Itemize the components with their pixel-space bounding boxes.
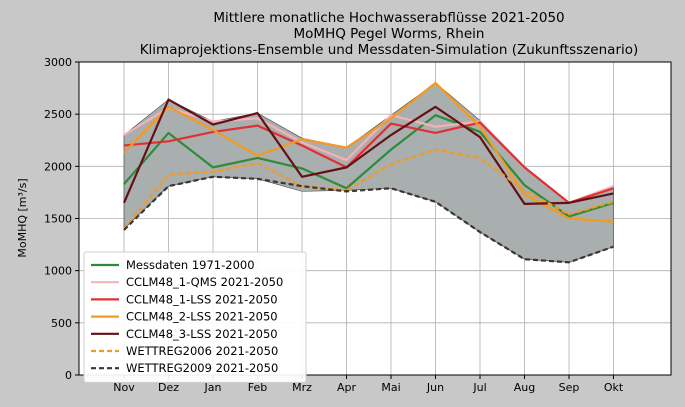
y-axis-label: MoMHQ [m³/s] — [16, 178, 29, 257]
x-tick-label-jan: Jan — [204, 381, 222, 394]
series-line-2 — [123, 121, 614, 204]
series-line-0 — [123, 114, 614, 218]
x-tick-label-sep: Sep — [559, 381, 580, 394]
chart-title-line-3: Klimaprojektions-Ensemble und Messdaten-… — [140, 42, 639, 58]
series-line-3 — [123, 81, 614, 223]
x-tick-label-aug: Aug — [514, 381, 535, 394]
legend-label-0: Messdaten 1971-2000 — [126, 258, 255, 272]
x-tick-label-mrz: Mrz — [292, 381, 312, 394]
legend-label-3: CCLM48_2-LSS 2021-2050 — [126, 310, 278, 324]
y-tick-label-4: 2000 — [44, 160, 72, 173]
legend-label-5: WETTREG2006 2021-2050 — [126, 344, 278, 358]
chart-title-line-2: MoMHQ Pegel Worms, Rhein — [294, 26, 485, 42]
x-tick-label-dez: Dez — [158, 381, 179, 394]
x-tick-label-okt: Okt — [604, 381, 624, 394]
y-tick-label-0: 0 — [65, 369, 72, 382]
series-line-4 — [122, 98, 614, 205]
legend-label-2: CCLM48_1-LSS 2021-2050 — [126, 292, 278, 306]
x-tick-label-nov: Nov — [113, 381, 135, 394]
x-tick-label-mai: Mai — [381, 381, 400, 394]
y-tick-label-3: 1500 — [44, 213, 72, 226]
y-tick-label-5: 2500 — [44, 108, 72, 121]
y-tick-label-6: 3000 — [44, 56, 72, 69]
legend-label-6: WETTREG2009 2021-2050 — [126, 361, 278, 375]
x-tick-label-feb: Feb — [248, 381, 267, 394]
series-line-6 — [123, 175, 614, 264]
x-tick-label-apr: Apr — [337, 381, 357, 394]
legend: Messdaten 1971-2000 CCLM48_1-QMS 2021-205… — [83, 251, 307, 383]
legend-label-4: CCLM48_3-LSS 2021-2050 — [126, 327, 278, 341]
chart-title-line-1: Mittlere monatliche Hochwasserabflüsse 2… — [213, 10, 564, 26]
series-group — [122, 81, 614, 264]
x-tick-label-jun: Jun — [426, 381, 444, 394]
axes-ticks: 0 500 1000 1500 2000 2500 3000 Nov Dez Jan Feb Mrz A… — [44, 56, 624, 394]
y-tick-label-2: 1000 — [44, 265, 72, 278]
x-tick-label-jul: Jul — [472, 381, 486, 394]
legend-box — [83, 251, 307, 383]
legend-label-1: CCLM48_1-QMS 2021-2050 — [126, 275, 283, 289]
series-line-5 — [123, 148, 614, 230]
y-tick-label-1: 500 — [51, 317, 72, 330]
